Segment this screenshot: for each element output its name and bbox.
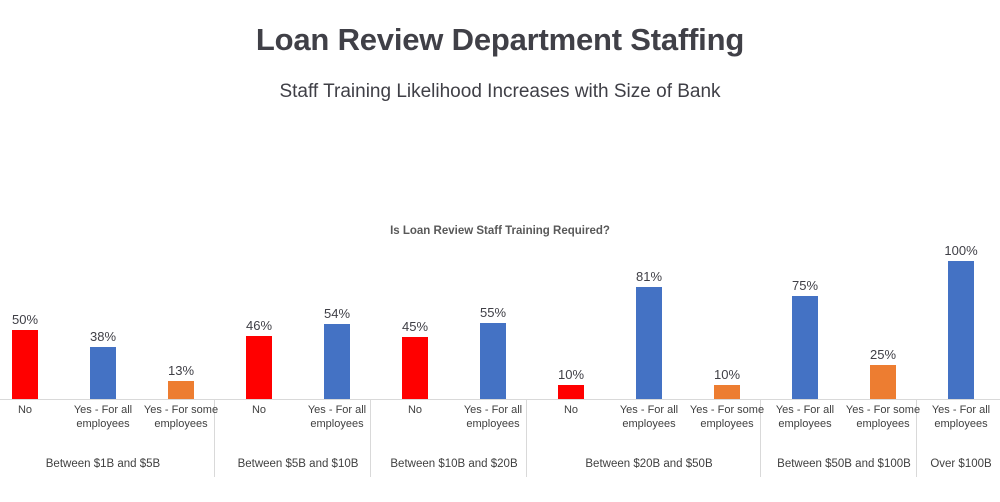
bar[interactable]	[948, 261, 974, 399]
bar-column: 55%	[480, 200, 506, 399]
category-label: No	[407, 404, 423, 416]
group-separator	[760, 399, 761, 477]
bar[interactable]	[558, 385, 584, 399]
bar[interactable]	[636, 287, 662, 399]
bar[interactable]	[168, 381, 194, 399]
category-label: Yes - For all employees	[619, 404, 679, 430]
bar[interactable]	[90, 346, 116, 399]
group-separator	[526, 399, 527, 477]
category-label: Yes - For some employees	[143, 404, 219, 430]
bar-value-label: 25%	[869, 346, 897, 362]
bar-chart: Is Loan Review Staff Training Required? …	[0, 200, 1000, 502]
bar-value-label: 13%	[167, 363, 195, 379]
category-label: Yes - For some employees	[845, 404, 921, 430]
group-separator	[916, 399, 917, 477]
group-label: Between $50B and $100B	[777, 458, 911, 470]
bar-value-label: 54%	[323, 306, 351, 322]
bar-value-label: 45%	[401, 318, 429, 334]
category-label: No	[251, 404, 267, 416]
bar-column: 10%	[714, 200, 740, 399]
category-label: No	[17, 404, 33, 416]
bar-value-label: 75%	[791, 277, 819, 293]
bar[interactable]	[246, 335, 272, 399]
page-subtitle: Staff Training Likelihood Increases with…	[279, 81, 721, 102]
bar-column: 38%	[90, 200, 116, 399]
category-label: No	[563, 404, 579, 416]
bar[interactable]	[480, 323, 506, 399]
bar-column: 45%	[402, 200, 428, 399]
bar-value-label: 38%	[89, 328, 117, 344]
bar-column: 50%	[12, 200, 38, 399]
plot-area: 50% 38% 13% 46% 54% 45% 55% 10% 81% 10% 75% 25% 100%…	[0, 200, 1000, 477]
bar-value-label: 100%	[944, 243, 978, 258]
bar[interactable]	[402, 336, 428, 399]
group-label: Between $1B and $5B	[45, 458, 161, 470]
group-separator	[370, 399, 371, 477]
bar-column: 81%	[636, 200, 662, 399]
category-axis-line	[0, 399, 1000, 400]
bar-column: 13%	[168, 200, 194, 399]
bar-value-label: 46%	[245, 317, 273, 333]
bar-column: 10%	[558, 200, 584, 399]
bar[interactable]	[714, 385, 740, 399]
bar-column: 100%	[944, 200, 978, 399]
category-label: Yes - For all employees	[463, 404, 523, 430]
category-label: Yes - For all employees	[73, 404, 133, 430]
category-label: Yes - For all employees	[931, 404, 991, 430]
chart-title: Is Loan Review Staff Training Required?	[390, 225, 610, 237]
bar-column: 54%	[324, 200, 350, 399]
bar-column: 46%	[246, 200, 272, 399]
bar[interactable]	[324, 324, 350, 399]
category-label: Yes - For all employees	[307, 404, 367, 430]
category-label: Yes - For some employees	[689, 404, 765, 430]
bar-value-label: 10%	[557, 367, 585, 383]
bar-column: 75%	[792, 200, 818, 399]
group-label: Between $10B and $20B	[390, 458, 518, 470]
bar[interactable]	[870, 364, 896, 399]
category-label: Yes - For all employees	[775, 404, 835, 430]
group-separator	[214, 399, 215, 477]
group-label: Between $5B and $10B	[237, 458, 359, 470]
bar-column: 25%	[870, 200, 896, 399]
bar[interactable]	[12, 330, 38, 399]
bar-value-label: 81%	[635, 269, 663, 285]
bar-value-label: 50%	[11, 312, 39, 327]
page-title: Loan Review Department Staffing	[255, 22, 745, 57]
group-label: Between $20B and $50B	[585, 458, 713, 470]
bar-value-label: 10%	[713, 367, 741, 383]
group-label: Over $100B	[930, 458, 992, 470]
bar[interactable]	[792, 295, 818, 399]
bar-value-label: 55%	[479, 305, 507, 321]
